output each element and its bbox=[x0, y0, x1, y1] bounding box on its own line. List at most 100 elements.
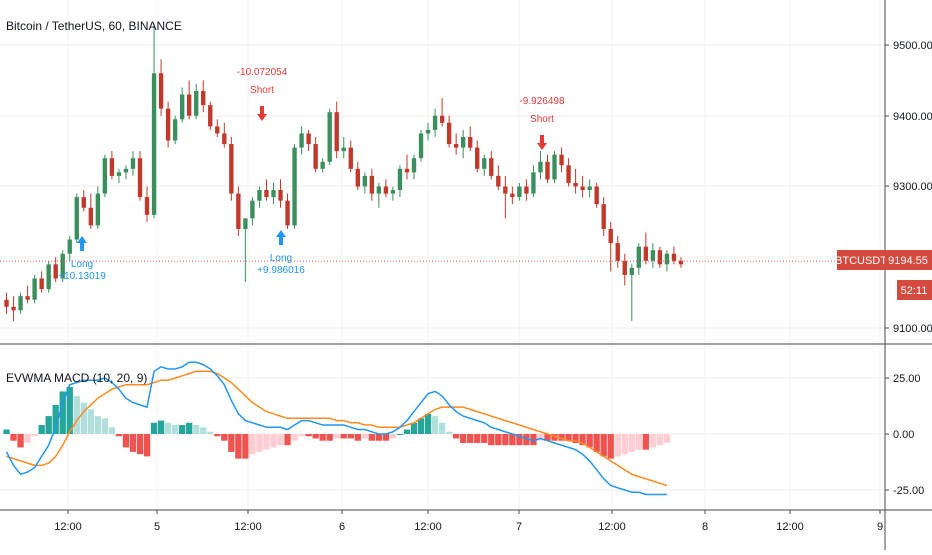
candle-up[interactable] bbox=[271, 190, 276, 198]
candle-down[interactable] bbox=[81, 197, 86, 208]
candle-down[interactable] bbox=[109, 158, 115, 176]
candle-up[interactable] bbox=[531, 172, 536, 194]
candle-up[interactable] bbox=[461, 136, 466, 148]
candle-down[interactable] bbox=[215, 126, 220, 134]
candle-down[interactable] bbox=[355, 168, 360, 187]
candle-down[interactable] bbox=[446, 122, 452, 145]
candle-down[interactable] bbox=[404, 168, 410, 173]
candle-down[interactable] bbox=[559, 154, 564, 166]
candle-up[interactable] bbox=[130, 158, 136, 169]
candle-down[interactable] bbox=[468, 136, 473, 148]
candle-up[interactable] bbox=[664, 253, 670, 265]
candle-down[interactable] bbox=[608, 228, 613, 244]
candle-up[interactable] bbox=[18, 296, 23, 311]
candle-up[interactable] bbox=[418, 133, 424, 159]
candle-down[interactable] bbox=[580, 186, 585, 191]
candle-down[interactable] bbox=[453, 144, 459, 148]
candle-down[interactable] bbox=[53, 264, 58, 279]
candle-up[interactable] bbox=[194, 90, 199, 116]
candle-up[interactable] bbox=[299, 133, 304, 148]
candle-up[interactable] bbox=[179, 94, 185, 120]
candle-down[interactable] bbox=[158, 73, 164, 109]
candle-down[interactable] bbox=[369, 175, 375, 194]
candle-down[interactable] bbox=[306, 133, 311, 145]
candle-down[interactable] bbox=[573, 182, 578, 187]
candle-down[interactable] bbox=[313, 144, 318, 169]
candle-up[interactable] bbox=[151, 73, 157, 215]
candle-down[interactable] bbox=[439, 115, 445, 123]
candle-down[interactable] bbox=[594, 186, 599, 205]
candle-down[interactable] bbox=[615, 243, 620, 261]
symbol-title[interactable]: Bitcoin / TetherUS, 60, BINANCE bbox=[6, 19, 182, 33]
candle-up[interactable] bbox=[102, 158, 108, 194]
candle-up[interactable] bbox=[67, 239, 72, 254]
candle-up[interactable] bbox=[552, 154, 557, 180]
candle-down[interactable] bbox=[39, 278, 44, 290]
candle-down[interactable] bbox=[510, 193, 515, 198]
candle-down[interactable] bbox=[643, 246, 649, 261]
candle-down[interactable] bbox=[334, 112, 339, 152]
candle-down[interactable] bbox=[11, 306, 16, 311]
candle-down[interactable] bbox=[165, 108, 171, 141]
candle-up[interactable] bbox=[46, 264, 51, 290]
candle-up[interactable] bbox=[517, 186, 522, 198]
macd-line[interactable] bbox=[5, 361, 667, 496]
candle-up[interactable] bbox=[397, 168, 403, 191]
candle-up[interactable] bbox=[390, 190, 396, 194]
candle-up[interactable] bbox=[650, 250, 656, 261]
candle-down[interactable] bbox=[503, 186, 508, 194]
candle-up[interactable] bbox=[123, 168, 129, 173]
candle-up[interactable] bbox=[432, 115, 438, 130]
candle-down[interactable] bbox=[208, 105, 213, 127]
candle-up[interactable] bbox=[250, 200, 255, 219]
candle-down[interactable] bbox=[285, 200, 290, 226]
candle-down[interactable] bbox=[601, 204, 606, 229]
candle-up[interactable] bbox=[172, 119, 178, 141]
candle-up[interactable] bbox=[411, 158, 417, 173]
candle-down[interactable] bbox=[475, 147, 480, 169]
candle-up[interactable] bbox=[116, 172, 122, 176]
candle-down[interactable] bbox=[278, 190, 283, 201]
macd-lines[interactable] bbox=[5, 361, 668, 496]
candle-up[interactable] bbox=[320, 161, 325, 169]
candle-up[interactable] bbox=[376, 186, 382, 194]
candle-up[interactable] bbox=[587, 186, 592, 191]
price-candles[interactable] bbox=[4, 23, 684, 321]
candle-down[interactable] bbox=[88, 207, 93, 226]
candle-down[interactable] bbox=[545, 161, 550, 180]
candle-down[interactable] bbox=[264, 190, 269, 198]
candle-down[interactable] bbox=[678, 260, 684, 265]
candle-down[interactable] bbox=[222, 133, 227, 145]
candle-up[interactable] bbox=[636, 246, 641, 268]
candle-up[interactable] bbox=[341, 147, 346, 152]
candle-down[interactable] bbox=[657, 250, 663, 265]
candle-up[interactable] bbox=[292, 147, 297, 226]
candle-down[interactable] bbox=[489, 158, 494, 176]
candle-down[interactable] bbox=[25, 296, 30, 300]
candle-up[interactable] bbox=[243, 218, 248, 229]
candle-up[interactable] bbox=[95, 193, 101, 226]
candle-up[interactable] bbox=[60, 253, 65, 279]
candle-up[interactable] bbox=[362, 175, 367, 187]
candle-down[interactable] bbox=[229, 144, 234, 194]
candle-up[interactable] bbox=[538, 161, 543, 173]
candle-down[interactable] bbox=[144, 197, 150, 215]
candle-down[interactable] bbox=[4, 299, 9, 307]
candle-down[interactable] bbox=[496, 175, 501, 187]
candle-up[interactable] bbox=[425, 129, 431, 134]
price-axis[interactable]: 9500.00 9400.00 9300.00 9100.00 bbox=[885, 40, 932, 335]
time-axis[interactable]: 12:00 5 12:00 6 12:00 7 12:00 8 12:00 9 bbox=[54, 510, 883, 533]
candle-up[interactable] bbox=[482, 158, 487, 169]
candle-down[interactable] bbox=[187, 94, 192, 116]
candle-down[interactable] bbox=[524, 186, 529, 194]
macd-axis[interactable]: 25.00 0.00 -25.00 bbox=[885, 373, 924, 497]
candle-up[interactable] bbox=[257, 190, 262, 201]
candle-down[interactable] bbox=[671, 253, 677, 261]
candle-up[interactable] bbox=[32, 278, 37, 300]
candle-up[interactable] bbox=[327, 112, 332, 162]
candle-down[interactable] bbox=[622, 260, 627, 275]
candle-up[interactable] bbox=[629, 267, 634, 275]
macd-histogram[interactable] bbox=[3, 386, 671, 459]
indicator-title[interactable]: EVWMA MACD (10, 20, 9) bbox=[6, 371, 147, 385]
candle-down[interactable] bbox=[383, 186, 389, 194]
